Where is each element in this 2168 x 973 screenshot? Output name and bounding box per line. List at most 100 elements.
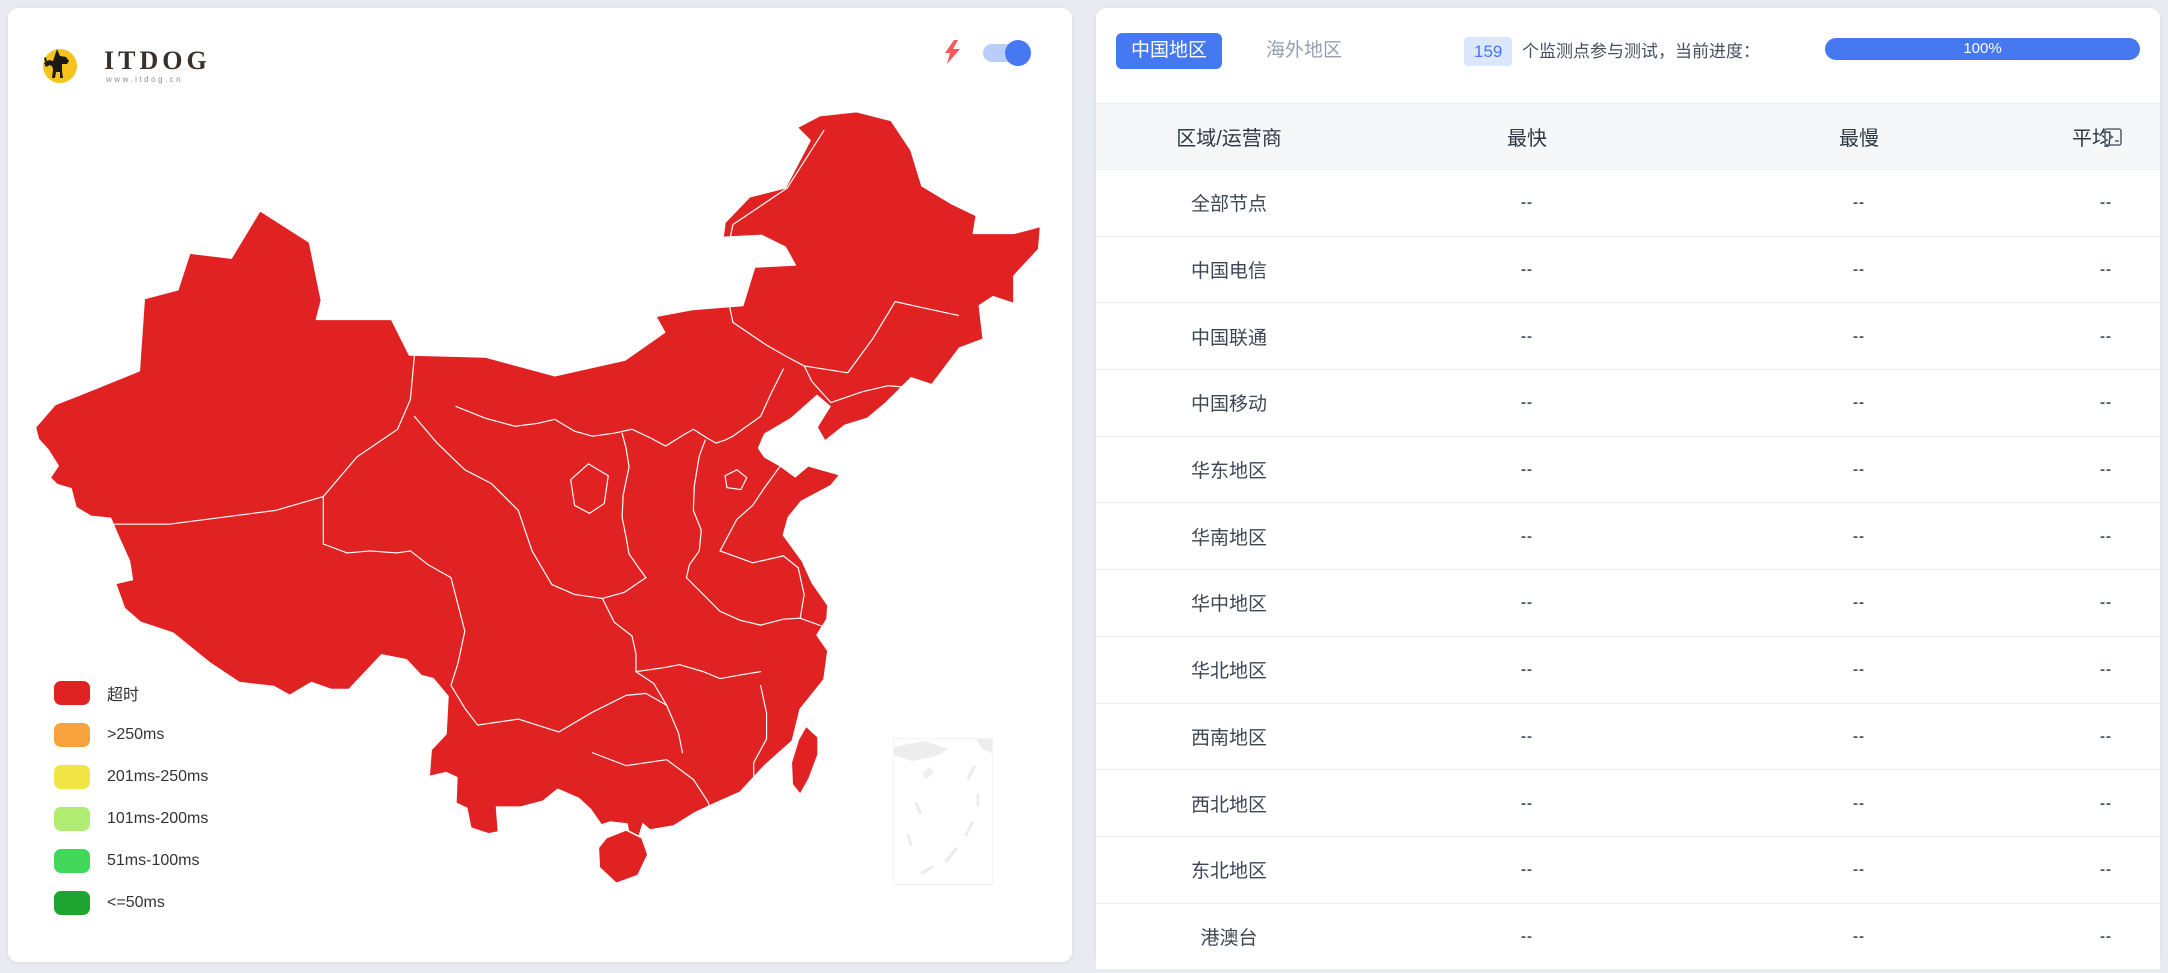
row-region-name: 西北地区 [1190, 794, 1267, 816]
row-average-value: -- [2100, 727, 2112, 745]
monitor-count-badge: 159 [1464, 37, 1513, 66]
header-fastest: 最快 [1507, 128, 1547, 150]
legend-item: <=50ms [54, 882, 208, 924]
results-table: 区域/运营商 最快 最慢 平均 全部节点 -- -- -- 中国电信 [1096, 103, 2160, 970]
row-slowest-value: -- [1853, 794, 1865, 812]
legend-swatch [54, 765, 90, 789]
legend-swatch [54, 891, 90, 915]
row-fastest-value: -- [1521, 927, 1533, 945]
row-region-name: 港澳台 [1200, 927, 1258, 949]
row-region-name: 中国电信 [1190, 261, 1267, 283]
row-region-name: 华东地区 [1190, 461, 1267, 483]
row-slowest-value: -- [1853, 194, 1865, 212]
row-fastest-value: -- [1521, 594, 1533, 612]
legend-swatch [54, 723, 90, 747]
row-average-value: -- [2100, 194, 2112, 212]
tab-overseas-region[interactable]: 海外地区 [1266, 40, 1343, 61]
row-average-value: -- [2100, 327, 2112, 345]
row-region-name: 华北地区 [1190, 661, 1267, 683]
hainan-island [597, 829, 649, 885]
table-row[interactable]: 全部节点 -- -- -- [1096, 169, 2160, 236]
table-header-row: 区域/运营商 最快 最慢 平均 [1096, 103, 2160, 169]
export-icon[interactable] [2104, 128, 2122, 146]
dog-silhouette [44, 49, 69, 78]
table-row[interactable]: 西南地区 -- -- -- [1096, 702, 2160, 770]
legend-item: 101ms-200ms [54, 798, 208, 840]
header-slowest: 最慢 [1839, 128, 1879, 150]
table-row[interactable]: 华东地区 -- -- -- [1096, 435, 2160, 503]
legend-item: 51ms-100ms [54, 840, 208, 882]
row-slowest-value: -- [1853, 527, 1865, 545]
table-row[interactable]: 华中地区 -- -- -- [1096, 569, 2160, 636]
table-row[interactable]: 港澳台 -- -- -- [1096, 902, 2160, 970]
table-row[interactable]: 华北地区 -- -- -- [1096, 635, 2160, 703]
row-region-name: 中国联通 [1190, 327, 1267, 349]
map-panel: ITDOG www.itdog.cn [8, 8, 1072, 962]
table-row[interactable]: 中国移动 -- -- -- [1096, 369, 2160, 436]
china-map[interactable] [20, 80, 1060, 916]
row-slowest-value: -- [1853, 394, 1865, 412]
sea-inset-graphic [894, 739, 992, 875]
table-row[interactable]: 西北地区 -- -- -- [1096, 769, 2160, 836]
province-borders [113, 129, 960, 861]
row-fastest-value: -- [1521, 394, 1533, 412]
table-row[interactable]: 中国电信 -- -- -- [1096, 235, 2160, 303]
row-average-value: -- [2100, 394, 2112, 412]
legend-label: 101ms-200ms [107, 810, 209, 827]
row-region-name: 华中地区 [1190, 594, 1267, 616]
row-fastest-value: -- [1521, 261, 1533, 279]
row-fastest-value: -- [1521, 527, 1533, 545]
row-region-name: 全部节点 [1190, 194, 1267, 216]
row-fastest-value: -- [1521, 727, 1533, 745]
header-region: 区域/运营商 [1176, 128, 1282, 150]
itdog-logo[interactable]: ITDOG www.itdog.cn [38, 44, 258, 88]
legend-swatch [54, 807, 90, 831]
row-region-name: 东北地区 [1190, 861, 1267, 883]
progress-bar: 100% [1825, 38, 2140, 60]
logo-subtitle: www.itdog.cn [106, 75, 184, 84]
row-average-value: -- [2100, 461, 2112, 479]
row-slowest-value: -- [1853, 594, 1865, 612]
results-panel: 中国地区 海外地区 159 个监测点参与测试，当前进度： 100% 区域/运营商… [1096, 8, 2160, 970]
legend-item: 201ms-250ms [54, 756, 208, 798]
legend-swatch [54, 849, 90, 873]
table-body: 全部节点 -- -- -- 中国电信 -- -- -- 中国联通 -- -- - [1096, 169, 2160, 970]
map-mode-toggle[interactable] [983, 40, 1031, 66]
south-china-sea-inset [893, 738, 993, 885]
row-average-value: -- [2100, 661, 2112, 679]
header-average: 平均 [2072, 128, 2112, 150]
row-region-name: 中国移动 [1190, 394, 1267, 416]
legend-item: 超时 [54, 672, 208, 714]
table-row[interactable]: 东北地区 -- -- -- [1096, 835, 2160, 903]
logo-title: ITDOG [104, 46, 211, 75]
itdog-dog-icon [43, 49, 77, 83]
table-row[interactable]: 华南地区 -- -- -- [1096, 502, 2160, 570]
results-topbar: 中国地区 海外地区 159 个监测点参与测试，当前进度： 100% [1096, 8, 2160, 103]
china-mainland [34, 110, 1042, 838]
toggle-knob [1005, 40, 1031, 66]
row-slowest-value: -- [1853, 927, 1865, 945]
tab-china-region[interactable]: 中国地区 [1116, 33, 1223, 69]
lightning-icon [945, 40, 960, 64]
row-average-value: -- [2100, 527, 2112, 545]
legend-label: 51ms-100ms [107, 852, 200, 869]
row-fastest-value: -- [1521, 794, 1533, 812]
row-fastest-value: -- [1521, 327, 1533, 345]
row-fastest-value: -- [1521, 461, 1533, 479]
legend-label: 201ms-250ms [107, 768, 209, 785]
taiwan-island [790, 725, 819, 796]
row-fastest-value: -- [1521, 661, 1533, 679]
table-row[interactable]: 中国联通 -- -- -- [1096, 302, 2160, 370]
row-slowest-value: -- [1853, 727, 1865, 745]
legend-item: >250ms [54, 714, 208, 756]
legend-label: >250ms [107, 726, 165, 743]
row-average-value: -- [2100, 861, 2112, 879]
row-fastest-value: -- [1521, 861, 1533, 879]
legend-swatch [54, 681, 90, 705]
row-slowest-value: -- [1853, 661, 1865, 679]
row-slowest-value: -- [1853, 861, 1865, 879]
row-fastest-value: -- [1521, 194, 1533, 212]
row-average-value: -- [2100, 261, 2112, 279]
monitor-text: 个监测点参与测试，当前进度： [1522, 42, 1760, 61]
legend-label: <=50ms [107, 894, 165, 911]
